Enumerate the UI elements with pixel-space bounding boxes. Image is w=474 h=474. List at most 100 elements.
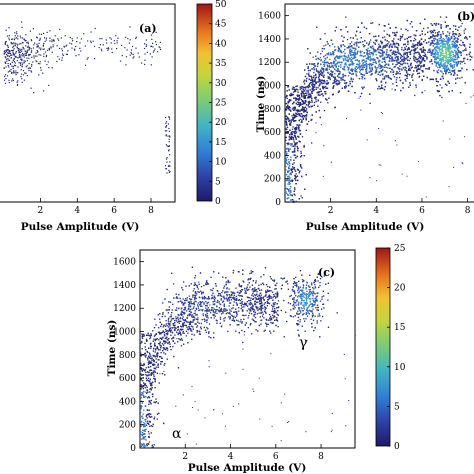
data-point bbox=[325, 91, 327, 93]
data-point bbox=[455, 33, 458, 36]
data-point bbox=[26, 50, 28, 52]
data-point bbox=[7, 49, 9, 51]
data-point bbox=[20, 69, 22, 71]
data-point bbox=[62, 53, 64, 55]
data-point bbox=[24, 50, 26, 52]
data-point bbox=[332, 82, 334, 84]
data-point bbox=[395, 51, 397, 54]
data-point bbox=[294, 142, 296, 144]
data-point bbox=[21, 78, 23, 80]
data-point bbox=[304, 75, 307, 78]
data-point bbox=[294, 107, 296, 110]
data-point bbox=[443, 38, 445, 41]
data-point bbox=[455, 82, 457, 84]
data-point bbox=[345, 62, 347, 64]
data-point bbox=[340, 79, 342, 81]
data-point bbox=[338, 48, 341, 51]
data-point bbox=[369, 54, 371, 56]
data-point bbox=[312, 86, 314, 88]
data-point bbox=[354, 67, 356, 69]
data-point bbox=[401, 48, 403, 51]
data-point bbox=[452, 33, 455, 35]
data-point bbox=[90, 40, 92, 42]
data-point bbox=[439, 58, 442, 60]
data-point bbox=[445, 51, 447, 53]
data-point bbox=[445, 56, 448, 58]
data-point bbox=[336, 84, 338, 86]
data-point bbox=[61, 50, 63, 52]
data-point bbox=[424, 53, 427, 56]
data-point bbox=[44, 60, 46, 62]
data-point bbox=[299, 124, 301, 126]
data-point bbox=[165, 134, 167, 136]
data-point bbox=[361, 59, 364, 61]
data-point bbox=[287, 171, 289, 173]
data-point bbox=[439, 37, 442, 39]
data-point bbox=[442, 31, 444, 33]
data-point bbox=[5, 49, 7, 51]
data-point bbox=[452, 70, 454, 73]
data-point bbox=[29, 47, 31, 49]
data-point bbox=[343, 69, 346, 71]
data-point bbox=[309, 86, 311, 88]
data-point bbox=[370, 74, 372, 76]
data-point bbox=[395, 73, 397, 75]
data-point bbox=[464, 45, 466, 47]
data-point bbox=[20, 76, 22, 78]
data-point bbox=[415, 86, 417, 88]
data-point bbox=[417, 66, 419, 68]
data-point bbox=[453, 46, 455, 48]
data-point bbox=[168, 164, 170, 166]
data-point bbox=[392, 83, 394, 85]
data-point bbox=[323, 81, 325, 83]
data-point bbox=[392, 71, 394, 73]
data-point bbox=[388, 41, 390, 43]
data-point bbox=[293, 114, 296, 116]
data-point bbox=[464, 37, 466, 39]
data-point bbox=[290, 173, 292, 176]
data-point bbox=[413, 70, 415, 72]
data-point bbox=[363, 52, 365, 54]
data-point bbox=[453, 60, 455, 63]
data-point bbox=[338, 80, 340, 82]
data-point bbox=[312, 63, 314, 65]
data-point bbox=[299, 104, 301, 106]
data-point bbox=[363, 74, 366, 76]
data-point bbox=[379, 88, 381, 90]
data-point bbox=[420, 57, 422, 59]
data-point bbox=[150, 45, 152, 47]
data-point bbox=[295, 109, 297, 112]
data-point bbox=[169, 118, 171, 120]
data-point bbox=[299, 141, 301, 143]
data-point bbox=[426, 58, 428, 60]
data-point bbox=[52, 44, 54, 46]
data-point bbox=[327, 102, 329, 104]
data-point bbox=[14, 37, 16, 39]
data-point bbox=[438, 46, 440, 49]
data-point bbox=[372, 54, 374, 56]
data-point bbox=[318, 71, 320, 74]
data-point bbox=[427, 51, 429, 53]
data-point bbox=[344, 58, 346, 60]
data-point bbox=[110, 42, 112, 44]
data-point bbox=[450, 57, 452, 59]
data-point bbox=[392, 40, 394, 42]
data-point bbox=[297, 147, 299, 149]
data-point bbox=[19, 48, 21, 50]
data-point bbox=[292, 118, 294, 120]
data-point bbox=[396, 61, 398, 63]
data-point bbox=[378, 63, 381, 65]
data-point bbox=[291, 128, 294, 130]
data-point bbox=[435, 24, 437, 26]
data-point bbox=[437, 61, 439, 63]
colorbar-tick-label: 15 bbox=[215, 138, 227, 148]
colorbar-tick-label: 50 bbox=[215, 0, 227, 10]
data-point bbox=[292, 88, 294, 90]
data-point bbox=[344, 82, 346, 84]
data-point bbox=[20, 64, 22, 66]
data-point bbox=[388, 46, 390, 49]
data-point bbox=[151, 38, 153, 40]
data-point bbox=[325, 61, 327, 64]
data-point bbox=[447, 68, 450, 70]
data-point bbox=[360, 92, 363, 95]
